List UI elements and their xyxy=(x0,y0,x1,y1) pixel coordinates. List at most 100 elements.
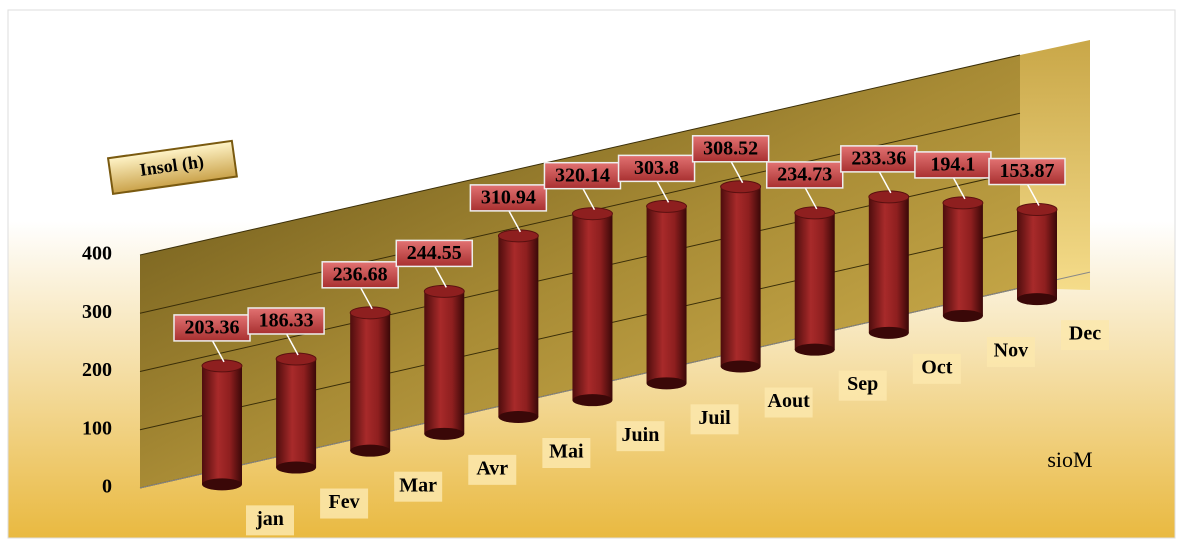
leader-line xyxy=(952,176,966,200)
value-label: 308.52 xyxy=(703,137,758,159)
x-axis-label: sioM xyxy=(1047,447,1092,472)
bar-top xyxy=(942,196,984,210)
bar-base xyxy=(424,427,465,440)
leader-line xyxy=(1026,183,1040,206)
x-tick-label: Mai xyxy=(549,441,584,463)
bar xyxy=(572,213,613,401)
leader-line xyxy=(581,187,596,211)
value-label: 310.94 xyxy=(481,186,536,208)
bar xyxy=(720,186,761,367)
y-tick-label: 0 xyxy=(102,476,112,498)
category-label-box xyxy=(1061,320,1109,351)
x-tick-label: Nov xyxy=(994,340,1028,362)
value-label: 233.36 xyxy=(851,147,906,169)
bar-base xyxy=(350,444,391,457)
category-label-box xyxy=(838,370,887,401)
leader-line xyxy=(433,265,447,288)
category-label-box xyxy=(394,471,443,502)
x-tick-label: Avr xyxy=(476,457,508,479)
bar-top xyxy=(1016,203,1058,217)
value-label-box xyxy=(321,261,399,289)
value-label-box xyxy=(173,314,251,342)
value-label: 194.1 xyxy=(930,154,975,176)
category-label-box xyxy=(764,387,813,418)
bar xyxy=(868,196,909,333)
x-tick-label: Sep xyxy=(847,373,878,395)
value-label: 244.55 xyxy=(407,242,462,264)
category-label-box xyxy=(320,488,369,519)
value-label: 303.8 xyxy=(634,157,679,179)
bar-base xyxy=(646,377,687,390)
bar xyxy=(424,291,465,434)
bar-top xyxy=(423,284,465,298)
bar-base xyxy=(794,343,835,356)
leader-line xyxy=(211,339,225,363)
value-label: 186.33 xyxy=(259,310,314,332)
leader-line xyxy=(359,286,373,310)
value-label-box xyxy=(988,157,1066,186)
bar xyxy=(646,206,687,384)
bar-base xyxy=(942,309,983,322)
bar-top xyxy=(201,359,243,373)
bar-top xyxy=(571,207,613,221)
grid-line xyxy=(139,54,1021,256)
x-tick-label: Mar xyxy=(399,474,437,496)
value-label-box xyxy=(691,135,770,163)
x-tick-label: Dec xyxy=(1069,323,1101,345)
bar-base xyxy=(202,478,242,491)
bar-top xyxy=(275,352,317,366)
value-label: 203.36 xyxy=(185,317,240,339)
value-label-box xyxy=(395,239,474,268)
bar-top xyxy=(497,229,539,243)
bar-top xyxy=(868,190,910,204)
category-label-box xyxy=(616,421,665,452)
y-axis-label-box: Insol (h) xyxy=(106,139,238,196)
leader-line xyxy=(507,209,522,233)
bar-top xyxy=(349,306,391,320)
bar-base xyxy=(498,411,539,424)
x-tick-label: jan xyxy=(255,508,284,530)
bar-base xyxy=(1017,293,1057,306)
value-label-box xyxy=(617,154,696,183)
category-label-box xyxy=(986,336,1035,367)
bar xyxy=(202,365,242,485)
leader-line xyxy=(655,180,670,203)
x-tick-label: Oct xyxy=(921,356,952,378)
bar xyxy=(794,212,835,350)
bar-top xyxy=(720,180,762,194)
x-tick-label: Juin xyxy=(622,424,660,446)
leader-line xyxy=(285,332,299,356)
value-label: 320.14 xyxy=(555,164,610,186)
bar-base xyxy=(868,326,909,339)
bar xyxy=(942,202,983,316)
y-tick-label: 100 xyxy=(82,417,112,439)
y-tick-label: 300 xyxy=(82,301,112,323)
category-label-box xyxy=(690,404,739,435)
value-label-box xyxy=(543,161,622,190)
leader-line xyxy=(804,186,818,210)
badge xyxy=(106,139,238,196)
value-label-box xyxy=(469,184,548,212)
y-tick-label: 200 xyxy=(82,359,112,381)
value-label-box xyxy=(840,145,918,173)
bar xyxy=(350,312,391,451)
value-label: 236.68 xyxy=(333,263,388,285)
bar xyxy=(1017,209,1057,300)
value-label-box xyxy=(247,307,325,335)
value-label-box xyxy=(765,161,844,189)
leader-line xyxy=(729,160,744,184)
bar-base xyxy=(572,394,613,407)
bar-base xyxy=(720,360,761,373)
x-tick-label: Fev xyxy=(329,491,360,513)
value-label: 153.87 xyxy=(1000,160,1055,182)
category-label-box xyxy=(468,454,517,485)
x-tick-label: Aout xyxy=(768,390,811,412)
bar xyxy=(498,235,539,418)
category-label-box xyxy=(912,353,961,384)
y-tick-label: 400 xyxy=(82,243,112,265)
bar-top xyxy=(794,206,836,220)
leader-line xyxy=(878,170,892,194)
bar-top xyxy=(646,199,688,213)
category-label-box xyxy=(246,505,294,536)
